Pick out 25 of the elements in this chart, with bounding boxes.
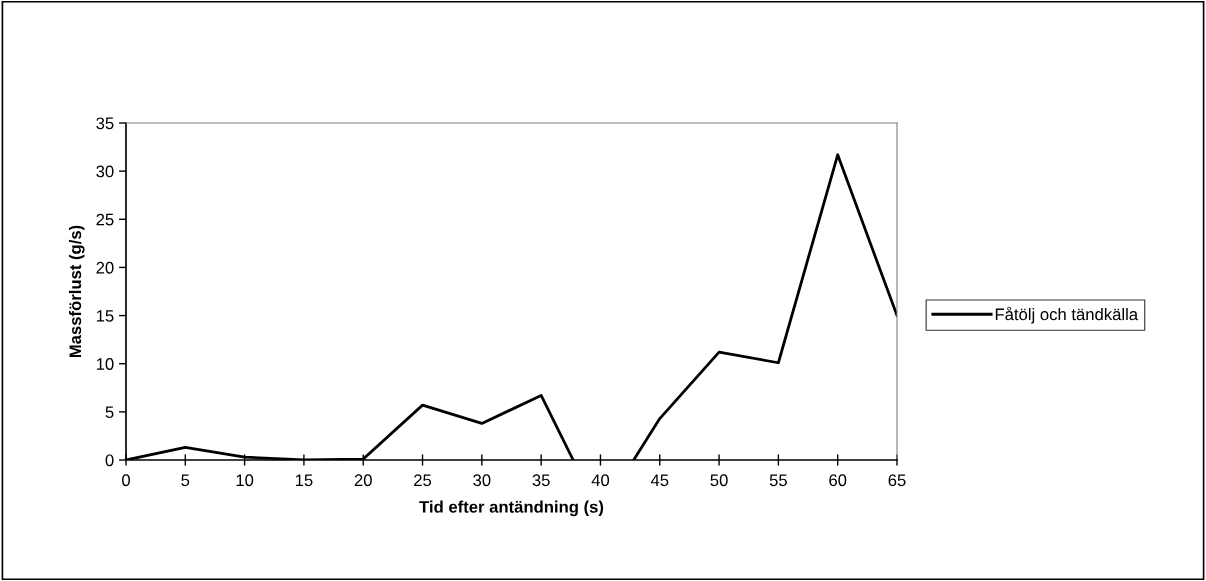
x-tick-label: 15 xyxy=(295,474,313,487)
y-tick-label: 10 xyxy=(96,358,114,370)
x-tick-label: 35 xyxy=(532,474,550,487)
y-axis-title: Massförlust (g/s) xyxy=(68,225,85,358)
y-tick-label: 35 xyxy=(96,117,114,130)
y-tick-label: 25 xyxy=(96,213,114,226)
x-tick-label: 5 xyxy=(181,474,190,487)
x-tick-label: 40 xyxy=(591,474,610,487)
x-tick-label: 55 xyxy=(769,474,787,487)
x-tick-label: 65 xyxy=(888,474,906,487)
x-tick-label: 0 xyxy=(122,474,130,487)
x-tick-label: 25 xyxy=(414,474,432,487)
x-tick-label: 45 xyxy=(650,474,669,487)
y-tick-label: 5 xyxy=(105,406,114,419)
y-tick-label: 20 xyxy=(96,261,114,274)
y-tick-label: 0 xyxy=(105,454,114,467)
x-tick-label: 50 xyxy=(710,474,728,487)
legend-label: Fåtölj och tändkälla xyxy=(995,306,1139,324)
x-axis-title: Tid efter antändning (s) xyxy=(419,500,604,517)
x-tick-label: 60 xyxy=(829,474,847,487)
y-tick-label: 15 xyxy=(96,310,114,322)
x-tick-label: 20 xyxy=(354,474,372,487)
x-tick-label: 10 xyxy=(236,474,254,487)
y-tick-label: 30 xyxy=(96,165,114,178)
x-tick-label: 30 xyxy=(473,474,491,487)
